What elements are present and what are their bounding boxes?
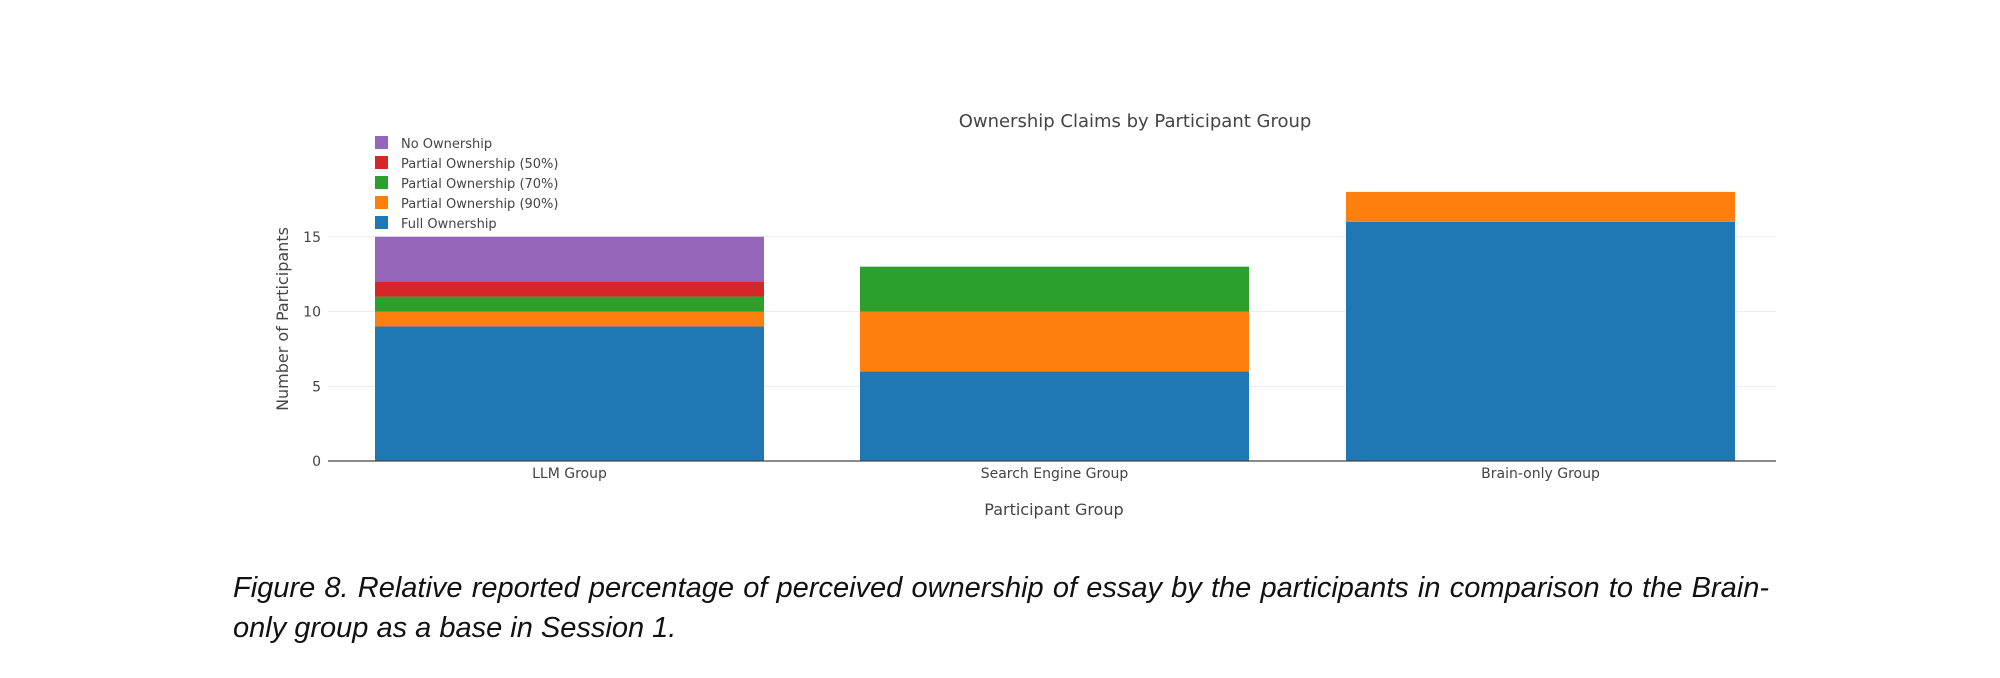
bar-segment: [860, 311, 1249, 372]
bar-segment: [375, 236, 764, 282]
y-axis-label: Number of Participants: [273, 227, 292, 411]
y-tick-label: 15: [303, 230, 321, 246]
x-axis-label: Participant Group: [984, 500, 1123, 519]
bar-segment: [1346, 191, 1735, 222]
y-tick-label: 5: [312, 379, 321, 395]
bar-segment: [375, 311, 764, 327]
bar-segment: [860, 266, 1249, 312]
x-axis-ticks: LLM Group Search Engine Group Brain-only G…: [532, 466, 1600, 482]
bar-segment: [375, 296, 764, 312]
bars: [375, 191, 1735, 461]
y-tick-label: 10: [303, 305, 321, 321]
legend-swatch: [375, 156, 388, 169]
legend-label: Partial Ownership (50%): [401, 157, 558, 172]
bar-segment: [1346, 221, 1735, 461]
bar-segment: [375, 281, 764, 297]
figure-caption: Figure 8. Relative reported percentage o…: [233, 572, 1769, 644]
legend-label: Full Ownership: [401, 217, 497, 232]
stacked-bar-chart: 0 5 10 15 LLM Group Search Engine Group Brain…: [273, 111, 1776, 519]
legend-label: Partial Ownership (90%): [401, 197, 558, 212]
legend-label: Partial Ownership (70%): [401, 177, 558, 192]
legend-swatch: [375, 176, 388, 189]
y-axis-ticks: 0 5 10 15: [303, 230, 321, 470]
bar-segment: [860, 371, 1249, 461]
legend-swatch: [375, 136, 388, 149]
chart-title: Ownership Claims by Participant Group: [959, 111, 1312, 132]
legend-swatch: [375, 196, 388, 209]
legend-label: No Ownership: [401, 137, 492, 152]
y-tick-label: 0: [312, 454, 321, 470]
x-tick-label: LLM Group: [532, 466, 607, 482]
legend-swatch: [375, 216, 388, 229]
bar-segment: [375, 326, 764, 461]
legend: No Ownership Partial Ownership (50%) Parti…: [375, 136, 558, 232]
x-tick-label: Search Engine Group: [981, 466, 1129, 482]
x-tick-label: Brain-only Group: [1481, 466, 1600, 482]
